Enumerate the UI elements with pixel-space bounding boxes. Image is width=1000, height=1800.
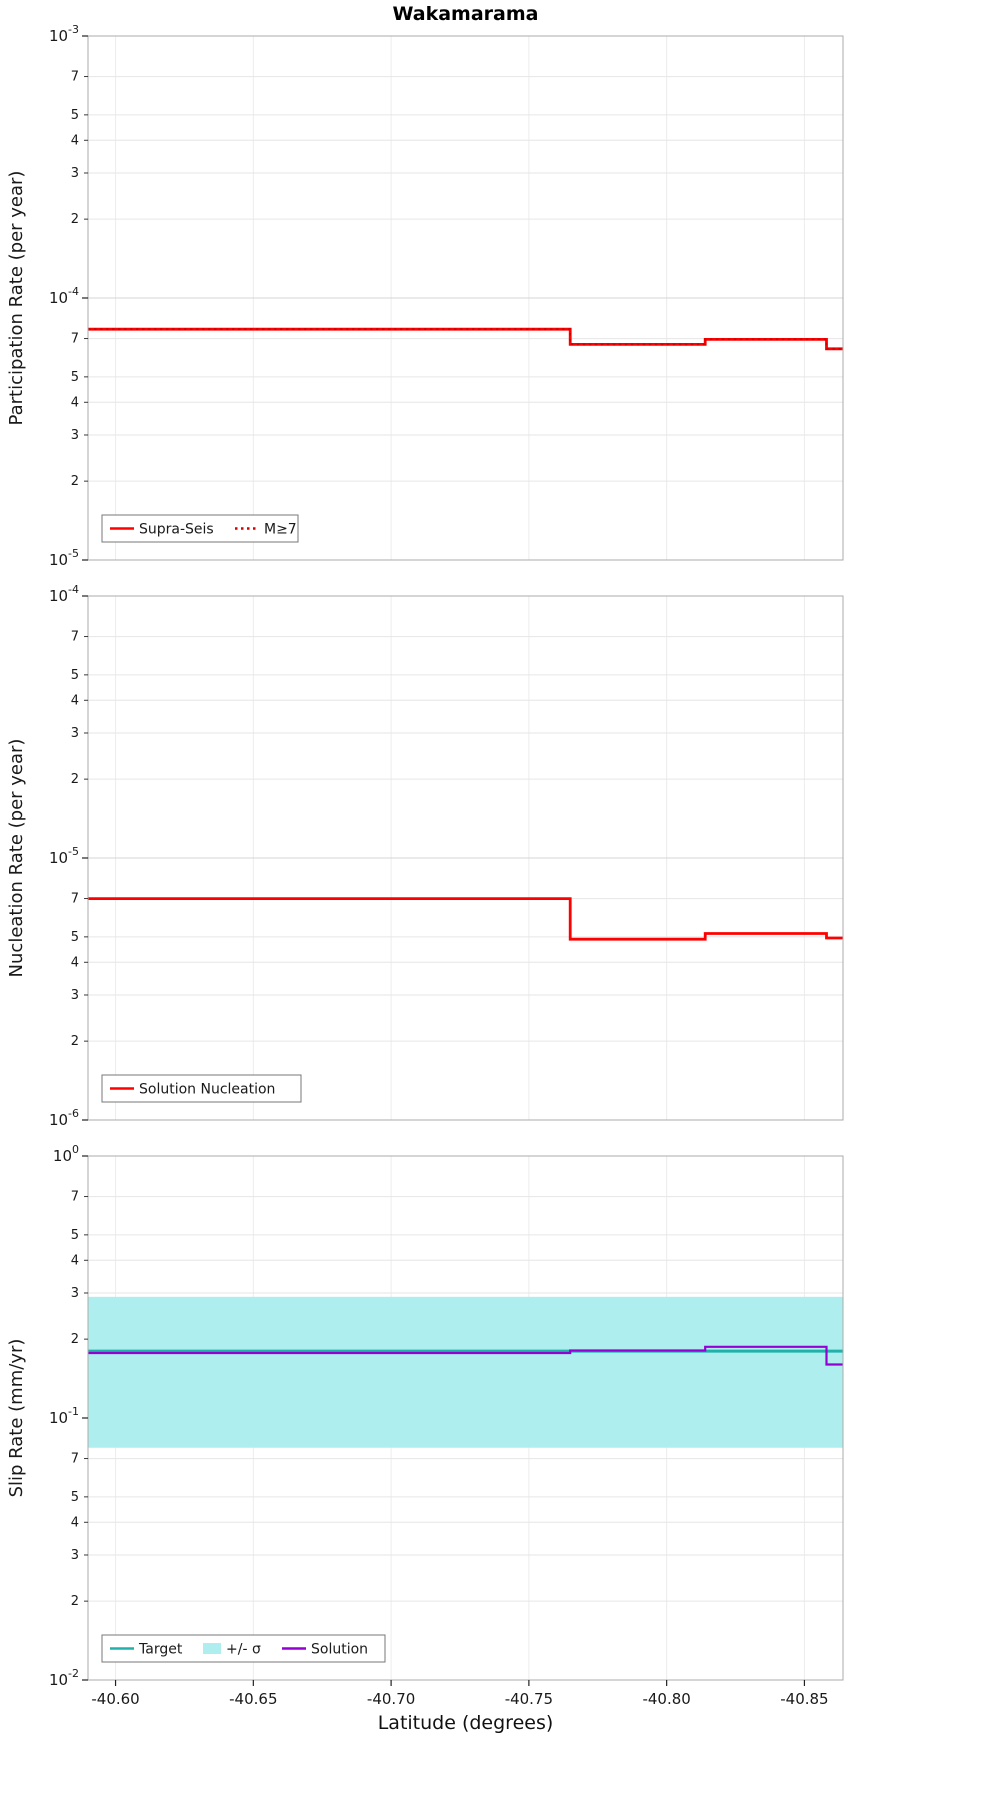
series-solution bbox=[88, 1345, 843, 1366]
x-tick-label: -40.75 bbox=[505, 1690, 553, 1708]
y-decade-label: 10-5 bbox=[49, 845, 79, 867]
legend-label: Target bbox=[138, 1642, 183, 1658]
y-minor-label: 5 bbox=[71, 1490, 79, 1505]
legend-label: Solution Nucleation bbox=[139, 1082, 275, 1098]
y-minor-label: 4 bbox=[71, 693, 79, 708]
y-minor-label: 4 bbox=[71, 133, 79, 148]
y-minor-label: 2 bbox=[71, 1034, 79, 1049]
series-solution-nucleation bbox=[88, 897, 843, 941]
y-axis-label-participation: Participation Rate (per year) bbox=[6, 171, 27, 426]
legend-box bbox=[101, 1074, 302, 1103]
legend-item-solution: Solution bbox=[282, 1642, 368, 1658]
y-minor-label: 5 bbox=[71, 108, 79, 123]
y-minor-label: 4 bbox=[71, 955, 79, 970]
panel-nucleation: 10-4 10-5 10-6 7 5 4 3 2 7 5 4 3 2 Nucleation Rate (p… bbox=[6, 583, 844, 1129]
x-tick-label: -40.80 bbox=[642, 1690, 690, 1708]
y-minor-label: 2 bbox=[71, 1332, 79, 1347]
y-minor-label: 7 bbox=[71, 1452, 79, 1467]
legend-label: +/- σ bbox=[226, 1642, 261, 1658]
legend-participation: Supra-Seis M≥7 bbox=[101, 514, 299, 543]
legend-label: M≥7 bbox=[264, 522, 297, 538]
legend-item-m-7: M≥7 bbox=[235, 522, 297, 538]
y-minor-label: 5 bbox=[71, 668, 79, 683]
y-decade-label: 10-4 bbox=[49, 583, 79, 605]
y-axis-ticks: 10-3 10-4 10-5 7 5 4 3 2 7 5 4 3 2 bbox=[49, 23, 88, 569]
y-axis-label-nucleation: Nucleation Rate (per year) bbox=[6, 739, 27, 978]
y-minor-label: 3 bbox=[71, 988, 79, 1003]
y-decade-label: 10-1 bbox=[49, 1405, 79, 1427]
y-minor-label: 3 bbox=[71, 1548, 79, 1563]
y-minor-label: 5 bbox=[71, 1228, 79, 1243]
y-minor-label: 2 bbox=[71, 212, 79, 227]
y-minor-label: 3 bbox=[71, 428, 79, 443]
chart-title: Wakamarama bbox=[392, 3, 539, 25]
y-decade-label: 10-2 bbox=[49, 1667, 79, 1689]
legend-nucleation: Solution Nucleation bbox=[101, 1074, 302, 1103]
legend-item-target: Target bbox=[110, 1642, 183, 1658]
y-minor-label: 4 bbox=[71, 1253, 79, 1268]
y-minor-label: 2 bbox=[71, 474, 79, 489]
y-minor-label: 7 bbox=[71, 1190, 79, 1205]
y-minor-label: 7 bbox=[71, 332, 79, 347]
legend-label: Supra-Seis bbox=[139, 522, 214, 538]
y-gridlines bbox=[88, 595, 843, 1121]
legend-box bbox=[101, 1634, 386, 1663]
y-minor-label: 2 bbox=[71, 772, 79, 787]
x-tick-label: -40.65 bbox=[229, 1690, 277, 1708]
legend-box bbox=[101, 514, 299, 543]
panel-participation: 10-3 10-4 10-5 7 5 4 3 2 7 5 4 3 2 Participation Rate… bbox=[6, 23, 844, 569]
band- bbox=[88, 1296, 843, 1448]
y-minor-label: 5 bbox=[71, 370, 79, 385]
legend-label: Solution bbox=[311, 1642, 368, 1658]
y-minor-label: 3 bbox=[71, 1286, 79, 1301]
y-decade-label: 10-3 bbox=[49, 23, 79, 45]
y-minor-label: 2 bbox=[71, 1594, 79, 1609]
legend-slip-rate: Target +/- σ Solution bbox=[101, 1634, 386, 1663]
x-tick-label: -40.70 bbox=[367, 1690, 415, 1708]
y-minor-label: 3 bbox=[71, 726, 79, 741]
y-decade-label: 10-4 bbox=[49, 285, 79, 307]
y-axis-ticks: 100 10-1 10-2 7 5 4 3 2 7 5 4 3 2 bbox=[49, 1143, 88, 1689]
y-axis-ticks: 10-4 10-5 10-6 7 5 4 3 2 7 5 4 3 2 bbox=[49, 583, 88, 1129]
y-minor-label: 7 bbox=[71, 892, 79, 907]
y-minor-label: 7 bbox=[71, 70, 79, 85]
y-minor-label: 7 bbox=[71, 630, 79, 645]
x-axis-title: Latitude (degrees) bbox=[377, 1712, 554, 1734]
y-minor-label: 4 bbox=[71, 1515, 79, 1530]
x-tick-label: -40.60 bbox=[91, 1690, 139, 1708]
x-axis-ticks: -40.60 -40.65 -40.70 -40.75 -40.80 -40.85 bbox=[91, 1680, 829, 1708]
y-minor-label: 4 bbox=[71, 395, 79, 410]
series-supra-seis bbox=[88, 327, 843, 351]
y-decade-label: 100 bbox=[53, 1143, 79, 1165]
y-minor-label: 3 bbox=[71, 166, 79, 181]
y-decade-label: 10-5 bbox=[49, 547, 79, 569]
x-tick-label: -40.85 bbox=[780, 1690, 828, 1708]
legend-item-solution-nucleation: Solution Nucleation bbox=[110, 1082, 275, 1098]
legend-swatch-patch bbox=[203, 1643, 221, 1654]
legend-item-supra-seis: Supra-Seis bbox=[110, 522, 214, 538]
y-gridlines bbox=[88, 35, 843, 561]
legend-item-: +/- σ bbox=[203, 1642, 261, 1658]
y-decade-label: 10-6 bbox=[49, 1107, 79, 1129]
y-minor-label: 5 bbox=[71, 930, 79, 945]
y-axis-label-slip-rate: Slip Rate (mm/yr) bbox=[6, 1339, 27, 1498]
